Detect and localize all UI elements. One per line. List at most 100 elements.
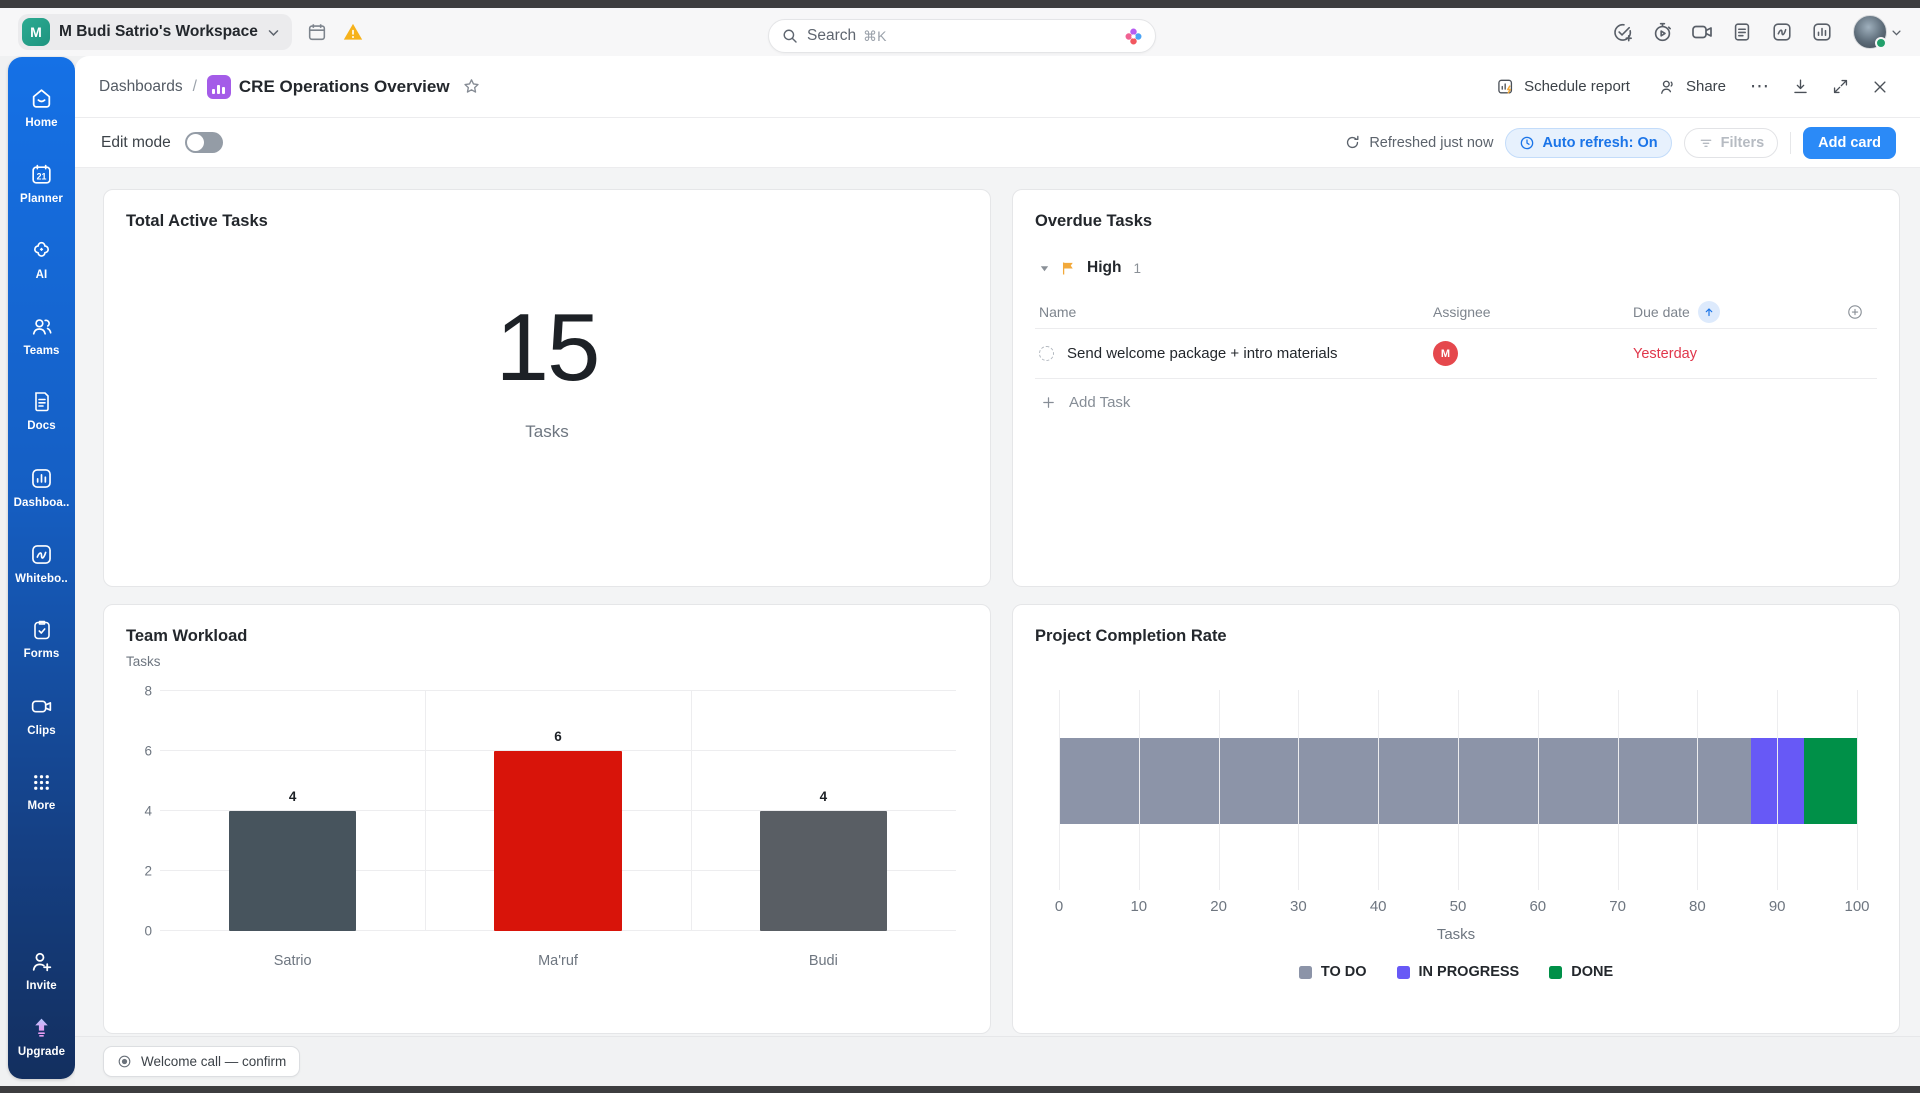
- bar-ma-ruf[interactable]: [494, 751, 622, 931]
- sidebar-invite[interactable]: Invite: [8, 937, 75, 1003]
- top-bar: M M Budi Satrio's Workspace Search ⌘K: [0, 8, 1920, 56]
- card-title: Total Active Tasks: [126, 212, 268, 230]
- ai-icon: [29, 238, 54, 263]
- completion-rate-chart: Tasks TO DO IN PROGRESS DONE 0 10 20 30 40 50 60…: [1035, 676, 1877, 986]
- priority-group-header[interactable]: High 1: [1035, 259, 1877, 277]
- x-tick-label: 20: [1210, 898, 1227, 915]
- bar-satrio[interactable]: [228, 811, 357, 931]
- window-top-strip: [0, 0, 1920, 8]
- dashboards-icon: [29, 466, 54, 491]
- gridline: [690, 691, 692, 931]
- share-button[interactable]: Share: [1648, 71, 1736, 103]
- search-shortcut: ⌘K: [863, 27, 887, 44]
- sidebar-item-home[interactable]: Home: [8, 69, 75, 145]
- whiteboard-icon[interactable]: [1767, 17, 1797, 47]
- auto-refresh-pill[interactable]: Auto refresh: On: [1505, 127, 1672, 158]
- close-icon[interactable]: [1864, 71, 1896, 103]
- sidebar-item-whiteboards[interactable]: Whitebo..: [8, 525, 75, 601]
- legend-swatch: [1396, 965, 1410, 979]
- search-icon: [781, 27, 799, 45]
- sidebar-item-more[interactable]: More: [8, 753, 75, 829]
- sidebar-item-dashboards[interactable]: Dashboa..: [8, 449, 75, 525]
- record-clip-icon[interactable]: [1687, 17, 1717, 47]
- segment-done[interactable]: [1804, 738, 1857, 824]
- schedule-report-button[interactable]: Schedule report: [1486, 71, 1640, 103]
- gridline: [1059, 690, 1060, 890]
- more-actions-button[interactable]: ⋯: [1750, 76, 1770, 97]
- chevron-down-icon: [1892, 30, 1901, 35]
- breadcrumb-dashboards[interactable]: Dashboards: [99, 77, 183, 95]
- add-card-button[interactable]: Add card: [1803, 126, 1896, 159]
- calendar-icon[interactable]: [302, 17, 332, 47]
- overdue-table: Name Assignee Due date Send welcome pack…: [1035, 295, 1877, 425]
- sidebar-item-ai[interactable]: AI: [8, 221, 75, 297]
- column-assignee[interactable]: Assignee: [1433, 303, 1491, 320]
- table-row[interactable]: Send welcome package + intro materials M…: [1035, 329, 1877, 379]
- timer-icon[interactable]: [1647, 17, 1677, 47]
- sidebar-item-planner[interactable]: 21 Planner: [8, 145, 75, 221]
- ai-sparkle-icon[interactable]: [1124, 27, 1143, 46]
- x-axis-label: Tasks: [1436, 926, 1476, 943]
- user-menu[interactable]: [1853, 15, 1902, 49]
- assignee-avatar[interactable]: M: [1433, 341, 1458, 366]
- edit-mode-toggle[interactable]: [184, 132, 223, 153]
- legend-item-in-progress[interactable]: IN PROGRESS: [1396, 964, 1519, 980]
- bar-budi[interactable]: [759, 811, 887, 931]
- x-tick-label: 10: [1130, 898, 1148, 915]
- x-tick-label: 100: [1844, 898, 1870, 915]
- gridline: [1218, 690, 1220, 890]
- sidebar-item-forms[interactable]: Forms: [8, 601, 75, 677]
- edit-mode-label: Edit mode: [101, 133, 171, 151]
- clock-icon: [1519, 135, 1535, 151]
- due-date-value[interactable]: Yesterday: [1633, 345, 1697, 362]
- dashboards-top-icon[interactable]: [1807, 17, 1837, 47]
- gridline: [1777, 690, 1779, 890]
- task-name[interactable]: Send welcome package + intro materials: [1067, 345, 1338, 362]
- y-tick-label: 2: [144, 863, 152, 879]
- dashboard-header: Dashboards / CRE Operations Overview Sch…: [75, 56, 1920, 118]
- tray-task-pill[interactable]: Welcome call — confirm: [103, 1046, 301, 1077]
- add-task-button[interactable]: Add Task: [1035, 379, 1877, 425]
- table-header-row: Name Assignee Due date: [1035, 295, 1877, 329]
- x-tick-label: 40: [1369, 898, 1387, 915]
- x-tick-label: 30: [1290, 898, 1307, 915]
- x-tick-label: 50: [1449, 898, 1467, 915]
- sidebar-item-teams[interactable]: Teams: [8, 297, 75, 373]
- card-overdue-tasks[interactable]: Overdue Tasks High 1 Name Assignee Due d…: [1012, 189, 1900, 587]
- card-project-completion[interactable]: Project Completion Rate Tasks TO DO IN PR…: [1012, 604, 1900, 1034]
- card-total-active-tasks[interactable]: Total Active Tasks 15 Tasks: [103, 189, 991, 587]
- add-column-icon[interactable]: [1833, 303, 1877, 321]
- legend-label: TO DO: [1320, 964, 1367, 980]
- sidebar-upgrade[interactable]: Upgrade: [8, 1003, 75, 1069]
- new-task-icon[interactable]: [1607, 17, 1637, 47]
- task-status-icon[interactable]: [1039, 346, 1054, 361]
- legend-item-to-do[interactable]: TO DO: [1298, 964, 1367, 980]
- forms-icon: [30, 618, 54, 642]
- refresh-status[interactable]: Refreshed just now: [1344, 134, 1493, 151]
- column-due-date[interactable]: Due date: [1633, 300, 1833, 323]
- card-team-workload[interactable]: Team Workload Tasks 4 6 4 0 2 4 6 8 Satrio Ma'ru…: [103, 604, 991, 1034]
- column-name[interactable]: Name: [1039, 303, 1077, 320]
- record-dot-icon: [117, 1054, 132, 1069]
- segment-to-do[interactable]: [1059, 738, 1751, 824]
- x-category-label: Satrio: [273, 953, 312, 969]
- y-tick-label: 4: [144, 803, 152, 819]
- collapse-triangle-icon[interactable]: [1039, 263, 1050, 274]
- legend-swatch: [1298, 965, 1312, 979]
- legend-item-done[interactable]: DONE: [1549, 964, 1613, 980]
- doc-icon[interactable]: [1727, 17, 1757, 47]
- search-input[interactable]: Search ⌘K: [768, 19, 1156, 53]
- sidebar-item-docs[interactable]: Docs: [8, 373, 75, 449]
- favorite-star-icon[interactable]: [462, 77, 481, 96]
- breadcrumb-separator: /: [192, 77, 197, 95]
- sidebar-item-clips[interactable]: Clips: [8, 677, 75, 753]
- main-panel: Dashboards / CRE Operations Overview Sch…: [75, 56, 1920, 1086]
- fullscreen-icon[interactable]: [1824, 71, 1856, 103]
- filters-button[interactable]: Filters: [1683, 127, 1779, 158]
- legend-swatch: [1549, 965, 1563, 979]
- workspace-switcher[interactable]: M M Budi Satrio's Workspace: [18, 14, 292, 50]
- warning-icon[interactable]: [338, 17, 368, 47]
- download-icon[interactable]: [1784, 71, 1816, 103]
- sort-ascending-icon[interactable]: [1697, 300, 1720, 323]
